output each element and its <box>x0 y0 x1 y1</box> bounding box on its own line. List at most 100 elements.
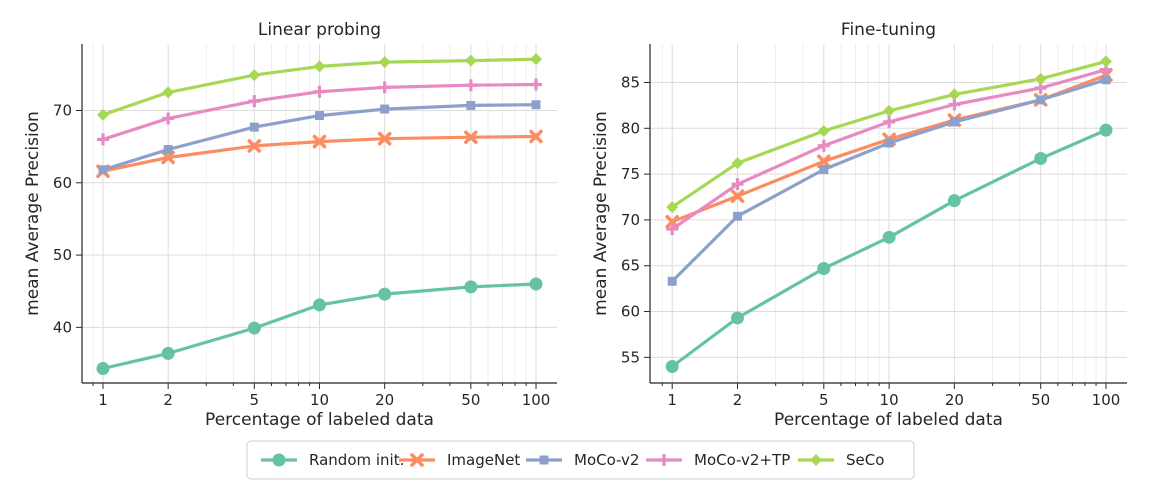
y-tick-label: 65 <box>621 257 640 275</box>
data-point-moco-v2-tp <box>248 95 261 108</box>
data-point-moco-v2-tp <box>162 112 175 125</box>
data-point-random-init <box>1099 123 1113 137</box>
x-axis-label: Percentage of labeled data <box>774 410 1003 430</box>
legend-marker-imagenet <box>410 453 424 467</box>
data-point-imagenet-shape <box>817 154 831 169</box>
y-tick-label: 70 <box>621 211 640 229</box>
x-tick-label: 1 <box>98 391 108 409</box>
data-point-seco-shape <box>96 108 109 121</box>
series-seco <box>96 53 543 121</box>
data-point-moco-v2 <box>667 276 677 286</box>
data-point-moco-v2-tp-shape <box>464 79 477 92</box>
data-point-moco-v2-tp <box>378 81 391 94</box>
data-point-random-init-shape <box>882 230 896 244</box>
data-point-moco-v2 <box>466 100 476 110</box>
data-point-random-init-shape <box>161 346 175 360</box>
data-point-imagenet-shape <box>377 131 392 146</box>
chart-title: Linear probing <box>258 20 381 40</box>
data-point-imagenet <box>817 154 831 169</box>
data-point-seco <box>666 201 679 214</box>
data-point-seco <box>248 69 261 82</box>
data-point-imagenet-shape <box>312 134 327 149</box>
data-point-seco <box>162 86 175 99</box>
x-tick-label: 1 <box>667 391 677 409</box>
y-axis-label: mean Average Precision <box>23 111 43 316</box>
data-point-random-init <box>947 194 961 208</box>
legend-marker-seco <box>810 454 822 466</box>
data-point-imagenet <box>377 131 392 146</box>
data-point-random-init <box>1034 152 1048 166</box>
data-point-seco-shape <box>1099 55 1112 68</box>
data-point-random-init <box>96 362 110 376</box>
y-axis-label: mean Average Precision <box>591 111 611 316</box>
legend-marker-moco-v2-tp <box>658 454 670 466</box>
x-tick-label: 100 <box>522 391 551 409</box>
data-point-random-init-shape <box>247 321 261 335</box>
data-point-moco-v2-shape <box>732 211 742 221</box>
data-point-moco-v2-tp <box>464 79 477 92</box>
data-point-imagenet <box>730 189 745 203</box>
data-point-random-init <box>161 346 175 360</box>
legend-frame <box>246 440 915 480</box>
series-moco-v2 <box>98 100 541 175</box>
y-tick-label: 80 <box>621 119 640 137</box>
x-tick-label: 10 <box>310 391 329 409</box>
x-tick-label: 5 <box>250 391 260 409</box>
data-point-moco-v2-shape <box>315 111 324 121</box>
legend-item-moco-v2: MoCo-v2 <box>526 451 639 469</box>
data-point-imagenet-shape <box>247 139 262 153</box>
data-point-imagenet-shape <box>529 129 543 144</box>
legend: Random init. ImageNet MoCo-v2 MoCo-v2+TP SeC… <box>246 440 915 480</box>
data-point-moco-v2-tp-shape <box>948 98 961 111</box>
y-tick-label: 70 <box>53 101 72 119</box>
data-point-seco-shape <box>1034 72 1047 85</box>
data-point-moco-v2-tp-shape <box>248 95 261 108</box>
x-tick-label: 50 <box>1031 391 1050 409</box>
data-point-moco-v2-tp-shape <box>817 139 830 152</box>
series-random-init <box>665 123 1113 374</box>
data-point-seco-shape <box>248 69 261 82</box>
x-tick-label: 10 <box>880 391 899 409</box>
y-tick-label: 55 <box>621 348 640 366</box>
data-point-moco-v2 <box>531 100 541 110</box>
legend-label-imagenet: ImageNet <box>447 451 520 469</box>
data-point-imagenet <box>529 129 543 144</box>
data-point-moco-v2-tp <box>883 115 896 128</box>
y-tick-label: 85 <box>621 73 640 91</box>
data-point-moco-v2-tp-shape <box>162 112 175 125</box>
legend-marker-moco-v2-shape <box>539 455 549 465</box>
data-point-seco <box>464 54 477 67</box>
x-tick-label: 20 <box>375 391 394 409</box>
data-point-random-init <box>730 311 744 325</box>
data-point-moco-v2-tp <box>817 139 830 152</box>
data-point-moco-v2-shape <box>1101 75 1111 85</box>
x-tick-label: 5 <box>819 391 829 409</box>
legend-marker-moco-v2-tp-shape <box>658 454 670 466</box>
data-point-moco-v2-tp <box>313 85 326 98</box>
data-point-random-init <box>882 230 896 244</box>
legend-marker-random-init-shape <box>272 453 286 467</box>
series-moco-v2-tp <box>666 63 1112 236</box>
data-point-moco-v2-tp-shape <box>378 81 391 94</box>
data-point-imagenet <box>247 139 262 153</box>
data-point-moco-v2-tp <box>666 223 679 236</box>
data-point-seco <box>731 157 744 170</box>
data-point-seco <box>817 125 830 138</box>
data-point-moco-v2-shape <box>1036 95 1046 105</box>
series-moco-v2-tp <box>96 78 543 146</box>
chart-title: Fine-tuning <box>841 20 936 40</box>
data-point-seco <box>1099 55 1112 68</box>
x-tick-label: 100 <box>1092 391 1121 409</box>
data-point-seco <box>883 104 896 117</box>
data-point-random-init <box>817 261 831 275</box>
data-point-random-init <box>665 360 679 374</box>
data-point-imagenet-shape <box>464 130 478 145</box>
series-seco <box>666 55 1112 214</box>
data-point-random-init-shape <box>665 360 679 374</box>
data-point-moco-v2 <box>380 104 390 114</box>
data-point-seco <box>378 56 391 69</box>
data-point-moco-v2-tp <box>96 133 109 146</box>
data-point-random-init-shape <box>464 280 478 294</box>
data-point-seco <box>948 88 961 101</box>
